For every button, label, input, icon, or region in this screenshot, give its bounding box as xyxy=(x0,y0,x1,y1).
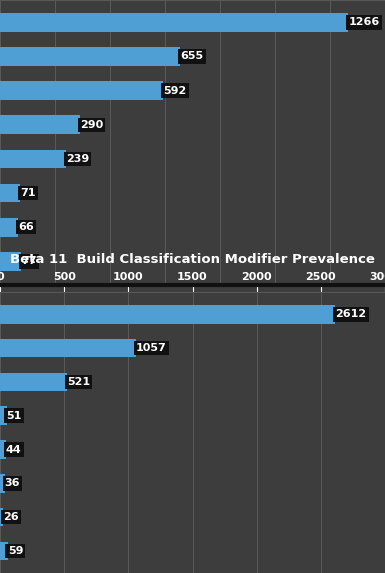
Text: 2612: 2612 xyxy=(335,309,367,319)
Bar xyxy=(0,150,66,168)
Bar xyxy=(0,218,18,237)
Bar xyxy=(0,541,8,560)
Bar xyxy=(0,339,136,358)
Text: 1266: 1266 xyxy=(348,17,380,28)
Bar xyxy=(0,305,335,324)
Bar xyxy=(0,474,5,493)
Title: Beta 11  Build Classification Modifier Prevalence: Beta 11 Build Classification Modifier Pr… xyxy=(10,253,375,266)
Bar xyxy=(0,372,67,391)
Text: 290: 290 xyxy=(80,120,103,129)
Bar xyxy=(0,406,7,425)
Text: 592: 592 xyxy=(163,85,186,96)
Text: 36: 36 xyxy=(5,478,20,488)
Bar xyxy=(0,47,180,66)
Bar xyxy=(0,115,80,134)
Text: 59: 59 xyxy=(8,546,23,556)
Text: 1057: 1057 xyxy=(136,343,167,353)
Bar xyxy=(0,440,6,459)
Text: 51: 51 xyxy=(7,411,22,421)
Bar xyxy=(0,252,21,270)
Text: 239: 239 xyxy=(66,154,89,164)
Text: 655: 655 xyxy=(181,52,204,61)
Text: 26: 26 xyxy=(3,512,19,522)
Text: 66: 66 xyxy=(18,222,34,232)
Text: 71: 71 xyxy=(20,188,35,198)
Bar xyxy=(0,13,348,32)
Text: 77: 77 xyxy=(22,256,37,266)
Text: 44: 44 xyxy=(6,445,22,454)
Bar xyxy=(0,508,3,527)
Bar xyxy=(0,81,163,100)
Text: 521: 521 xyxy=(67,377,90,387)
Bar xyxy=(0,184,20,202)
